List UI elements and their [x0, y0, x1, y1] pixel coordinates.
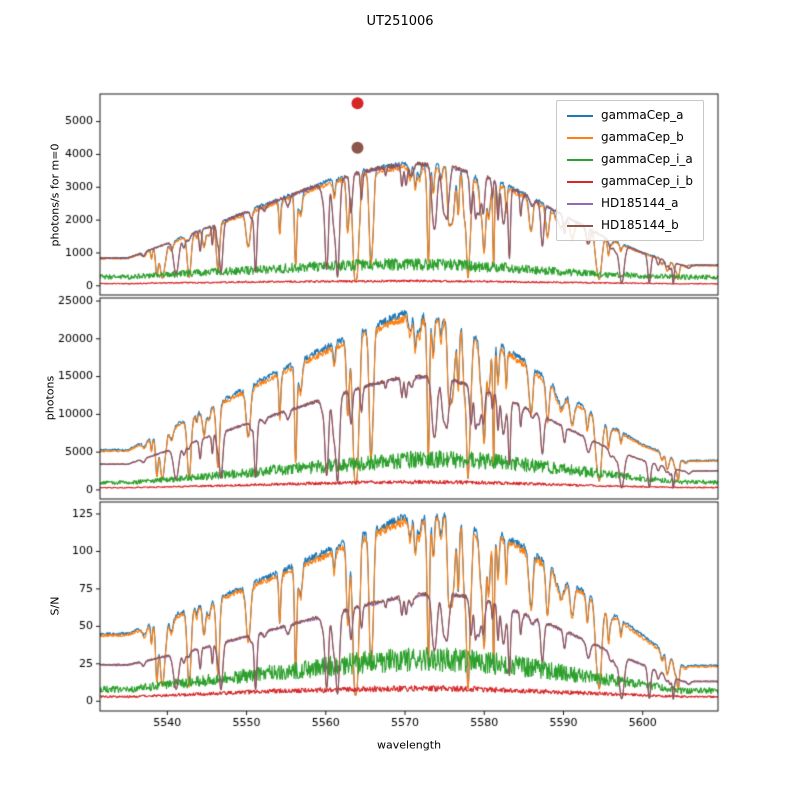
legend-line-swatch	[567, 224, 593, 227]
xlabel-wavelength: wavelength	[376, 738, 442, 752]
legend-line-swatch	[567, 158, 593, 161]
legend: gammaCep_a gammaCep_b gammaCep_i_a gammaCep…	[556, 100, 705, 241]
legend-label: gammaCep_b	[601, 130, 684, 144]
legend-line-swatch	[567, 114, 593, 117]
legend-item-gammaCep_b: gammaCep_b	[567, 130, 693, 145]
legend-item-gammaCep_a: gammaCep_a	[567, 108, 693, 123]
legend-label: gammaCep_i_a	[601, 152, 693, 166]
figure-title: UT251006	[366, 14, 434, 29]
legend-item-gammaCep_i_b: gammaCep_i_b	[567, 174, 693, 189]
legend-item-HD185144_b: HD185144_b	[567, 218, 693, 233]
legend-item-HD185144_a: HD185144_a	[567, 196, 693, 211]
legend-line-swatch	[567, 180, 593, 183]
legend-label: gammaCep_a	[601, 108, 684, 122]
ylabel-sn: S/N	[48, 596, 62, 616]
legend-label: HD185144_b	[601, 218, 679, 232]
legend-label: HD185144_a	[601, 196, 679, 210]
legend-line-swatch	[567, 202, 593, 205]
ylabel-photons: photons	[43, 375, 57, 421]
ylabel-photon-rate: photons/s for m=0	[48, 143, 62, 247]
legend-label: gammaCep_i_b	[601, 174, 694, 188]
legend-line-swatch	[567, 136, 593, 139]
legend-item-gammaCep_i_a: gammaCep_i_a	[567, 152, 693, 167]
